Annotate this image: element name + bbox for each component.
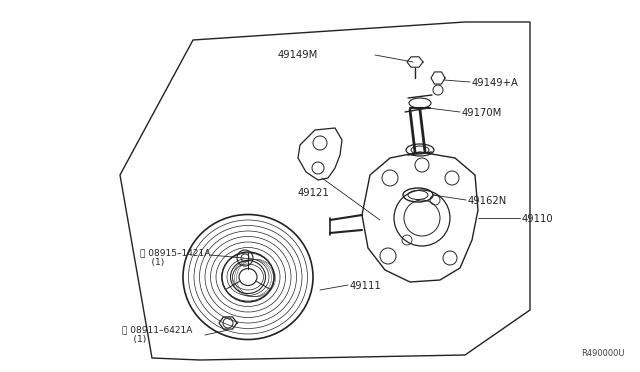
Text: Ⓝ 08911–6421A
    (1): Ⓝ 08911–6421A (1): [122, 325, 193, 344]
Text: 49170M: 49170M: [462, 108, 502, 118]
Text: 49149M: 49149M: [278, 50, 318, 60]
Text: 49149+A: 49149+A: [472, 78, 519, 88]
Text: R490000U: R490000U: [582, 349, 625, 358]
Text: 49121: 49121: [298, 188, 330, 198]
Text: Ⓦ 08915–1421A
    (1): Ⓦ 08915–1421A (1): [140, 248, 211, 267]
Text: 49110: 49110: [522, 214, 554, 224]
Text: 49162N: 49162N: [468, 196, 508, 206]
Text: 49111: 49111: [350, 281, 381, 291]
